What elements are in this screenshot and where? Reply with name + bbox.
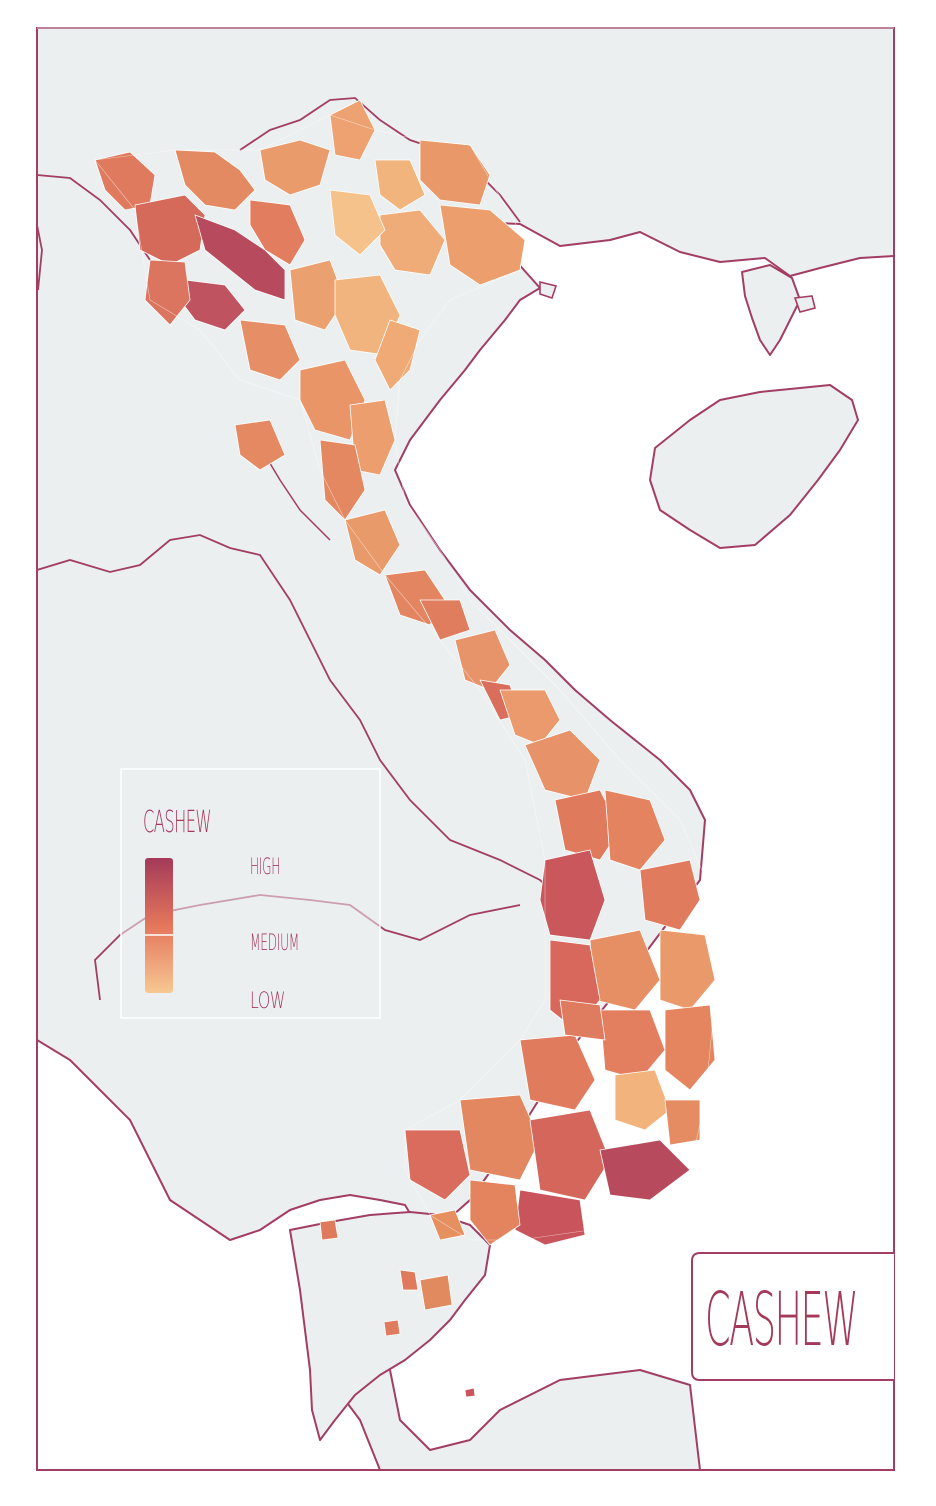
border-laos-cambodia: [37, 534, 561, 901]
legend-high-label: HIGH: [250, 855, 280, 880]
vietnam-districts: [94, 99, 716, 1398]
legend-medium-label: MEDIUM: [250, 931, 299, 956]
title-box: CASHEW: [691, 1252, 894, 1381]
map-title: CASHEW: [705, 1277, 857, 1363]
legend: CASHEW HIGH MEDIUM LOW: [120, 768, 381, 1019]
gulf-island: [539, 280, 558, 300]
legend-title: CASHEW: [143, 805, 211, 840]
leizhou-peninsula: [741, 264, 801, 356]
legend-color-bar: [145, 858, 173, 993]
border-china-laos: [37, 174, 151, 261]
border-north-west: [37, 224, 43, 291]
legend-low-label: LOW: [250, 989, 285, 1014]
vietnam-outline: [94, 114, 716, 1241]
hainan-island: [649, 384, 859, 549]
title-box-outline: [691, 1252, 894, 1381]
china-coast-island: [793, 295, 816, 313]
